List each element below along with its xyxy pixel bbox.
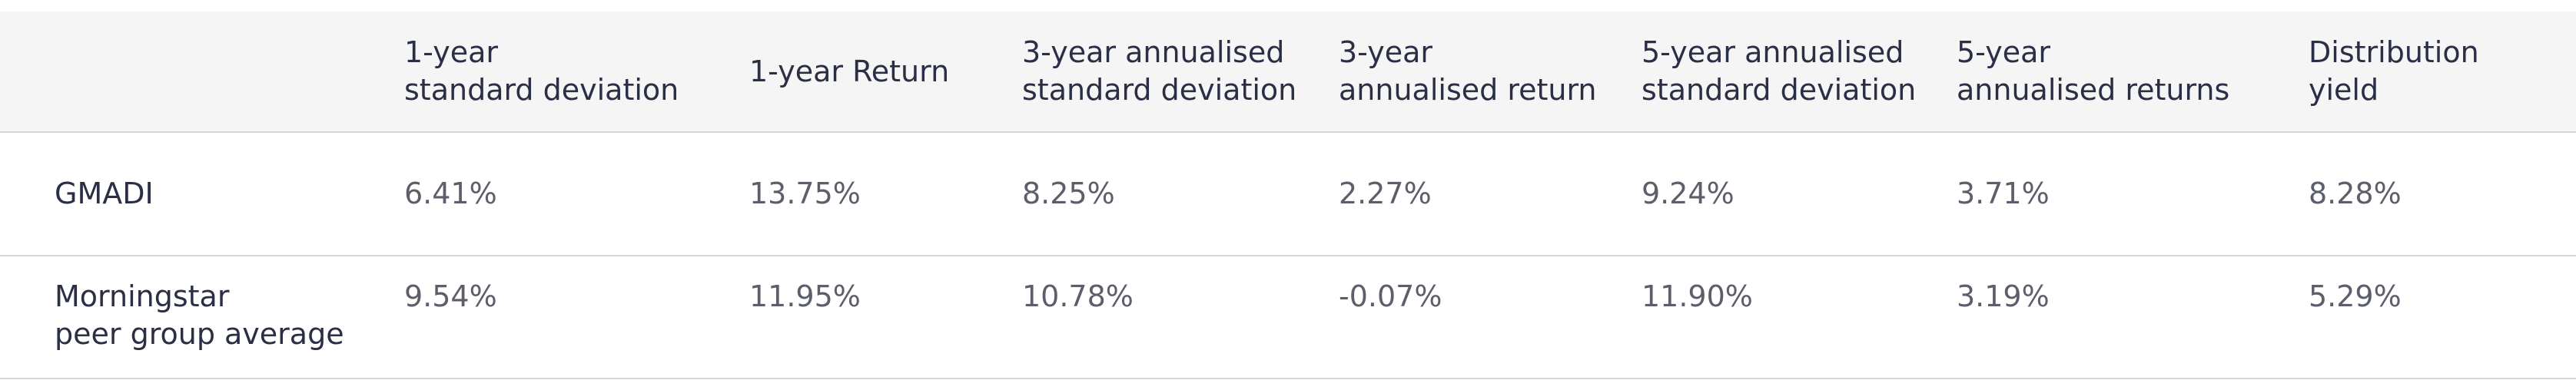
- header-row: 1-year standard deviation 1-year Return 3-…: [0, 12, 2576, 133]
- table-row: Morningstar peer group average 9.54% 11.95…: [0, 256, 2576, 379]
- table-cell: 2.27%: [1339, 177, 1432, 210]
- column-header: 3-year annualised return: [1339, 35, 1597, 107]
- column-header: 3-year annualised standard deviation: [1022, 35, 1297, 107]
- row-label: GMADI: [55, 177, 154, 210]
- table-cell: 13.75%: [749, 177, 861, 210]
- table-cell: -0.07%: [1339, 279, 1442, 313]
- column-header: 5-year annualised standard deviation: [1642, 35, 1917, 107]
- column-header: 1-year standard deviation: [404, 35, 679, 107]
- column-header: 1-year Return: [749, 54, 950, 88]
- table-cell: 5.29%: [2309, 279, 2402, 313]
- table-cell: 6.41%: [404, 177, 497, 210]
- table-cell: 11.95%: [749, 279, 861, 313]
- row-label: Morningstar peer group average: [55, 279, 344, 351]
- table-cell: 10.78%: [1022, 279, 1134, 313]
- table-cell: 8.25%: [1022, 177, 1115, 210]
- table-cell: 11.90%: [1642, 279, 1753, 313]
- table-cell: 9.54%: [404, 279, 497, 313]
- table-cell: 3.71%: [1957, 177, 2050, 210]
- table-cell: 3.19%: [1957, 279, 2050, 313]
- column-header: 5-year annualised returns: [1957, 35, 2230, 107]
- table-cell: 9.24%: [1642, 177, 1734, 210]
- column-header: Distribution yield: [2309, 35, 2479, 107]
- table-cell: 8.28%: [2309, 177, 2402, 210]
- table-row: GMADI 6.41% 13.75% 8.25% 2.27% 9.24% 3.71% 8.28…: [0, 133, 2576, 256]
